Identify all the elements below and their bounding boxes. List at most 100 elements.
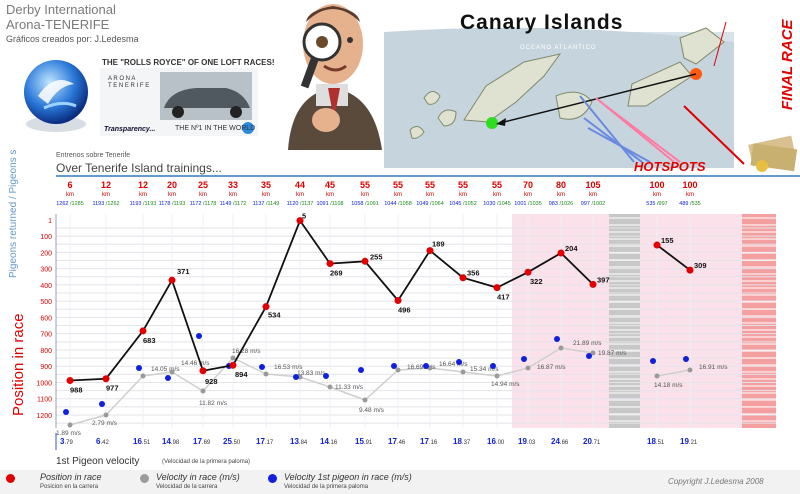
distance-unit-label: km (262, 192, 270, 198)
velocity-legend-subtitle: (Velocidad de la primera paloma) (162, 459, 251, 465)
first-velocity-point (650, 358, 656, 364)
distance-label: 12 (101, 180, 111, 190)
y-tick-label: 400 (40, 283, 52, 290)
first-velocity-label: 6.42 (96, 437, 109, 446)
velocity-label: 16.91 m/s (699, 364, 728, 371)
man-magnifier-image (288, 4, 382, 150)
pigeons-label: 1193 /1193 (130, 201, 157, 207)
final-race-label: FINAL RACE (779, 18, 796, 110)
velocity-line (105, 375, 144, 416)
velocity-line (364, 369, 399, 401)
first-velocity-point (423, 363, 429, 369)
pigeons-label: 1045 /1052 (449, 201, 477, 207)
position-label: 534 (268, 311, 281, 320)
position-label: 977 (106, 384, 119, 393)
y-tick-label: 200 (40, 250, 52, 257)
distance-label: 55 (393, 180, 403, 190)
position-point (168, 276, 176, 284)
distance-label: 33 (228, 180, 238, 190)
pigeons-label: 1044 /1058 (384, 201, 412, 207)
position-point (229, 361, 237, 369)
velocity-legend-title: 1st Pigeon velocity (56, 456, 140, 467)
velocity-point (590, 350, 596, 356)
velocity-label: 14.18 m/s (654, 382, 683, 389)
first-velocity-label: 13.84 (290, 437, 308, 446)
position-point (66, 377, 74, 385)
map-title: Canary Islands (460, 11, 623, 34)
y-tick-label: 1000 (36, 380, 52, 387)
velocity-line (299, 376, 331, 388)
first-velocity-label: 16.51 (133, 437, 151, 446)
velocity-label: 16.69 m/s (407, 364, 436, 371)
velocity-line (232, 357, 267, 375)
distance-unit-label: km (66, 192, 74, 198)
pigeons-label: 1137 /1149 (253, 201, 280, 207)
velocity-point (230, 355, 236, 361)
final-band (742, 214, 776, 428)
position-point (459, 274, 467, 282)
velocity-label: 9.48 m/s (359, 407, 385, 414)
velocity-line (527, 347, 562, 369)
pigeons-label: 997 /1002 (581, 201, 605, 207)
distance-label: 55 (492, 180, 502, 190)
pigeons-label: 1058 /1091 (351, 201, 379, 207)
first-velocity-label: 14.98 (162, 437, 180, 446)
first-velocity-point (490, 363, 496, 369)
y-tick-label: 100 (40, 234, 52, 241)
legend-position-sub: Posicion en la carrera (40, 484, 99, 490)
velocity-line (462, 371, 498, 377)
first-velocity-point (456, 359, 462, 365)
position-label: 5 (302, 212, 306, 221)
distance-label: 100 (649, 180, 664, 190)
position-point (589, 280, 597, 288)
distance-unit-label: km (524, 192, 532, 198)
globe-logo (24, 60, 88, 132)
copyright: Copyright J.Ledesma 2008 (668, 477, 764, 486)
first-velocity-label: 24.66 (551, 437, 569, 446)
first-velocity-point (683, 356, 689, 362)
pigeons-label: 1172 /1178 (190, 201, 217, 207)
header-credit: Gráficos creados por: J.Ledesma (6, 34, 139, 44)
hotspots-label: HOTSPOTS (634, 159, 706, 174)
velocity-point (395, 367, 401, 373)
velocity-point (525, 365, 531, 371)
first-velocity-point (99, 401, 105, 407)
distance-label: 70 (523, 180, 533, 190)
pigeons-label: 1262 /1285 (56, 201, 84, 207)
velocity-point (558, 345, 564, 351)
position-point (493, 284, 501, 292)
distance-unit-label: km (139, 192, 147, 198)
first-velocity-label: 25.50 (223, 437, 241, 446)
position-point (557, 249, 565, 257)
svg-text:T E N E R I F E: T E N E R I F E (108, 83, 149, 89)
first-velocity-point (293, 374, 299, 380)
velocity-point (297, 374, 303, 380)
svg-text:Pigeons returned / Pigeons sen: Pigeons returned / Pigeons sent (8, 150, 19, 278)
legend-position: Position in race (40, 472, 102, 482)
first-velocity-label: 18.37 (453, 437, 471, 446)
canary-islands-map: Canary Islands OCEANO ATLANTICO (384, 2, 766, 170)
distance-label: 100 (682, 180, 697, 190)
pigeons-label: 1120 /1137 (287, 201, 314, 207)
velocity-line (496, 367, 529, 377)
first-velocity-point (259, 364, 265, 370)
pigeons-label: 1149 /1172 (220, 201, 247, 207)
distance-label: 6 (67, 180, 72, 190)
gap-band (609, 214, 640, 428)
first-velocity-label: 3.79 (60, 437, 73, 446)
svg-text:A R O N A: A R O N A (108, 76, 135, 82)
position-point (139, 327, 147, 335)
distance-label: 55 (458, 180, 468, 190)
first-velocity-label: 16.00 (487, 437, 505, 446)
first-velocity-point (165, 375, 171, 381)
velocity-label: 19.87 m/s (598, 350, 627, 357)
pigeons-label: 1001 /1035 (514, 201, 542, 207)
position-label: 356 (467, 269, 480, 278)
position-point (653, 241, 661, 249)
velocity-legend-dot (140, 474, 149, 483)
position-label: 204 (565, 244, 578, 253)
velocity-line (429, 367, 464, 373)
distance-unit-label: km (326, 192, 334, 198)
velocity-point (362, 397, 368, 403)
velocity-label: 16.53 m/s (274, 364, 303, 371)
